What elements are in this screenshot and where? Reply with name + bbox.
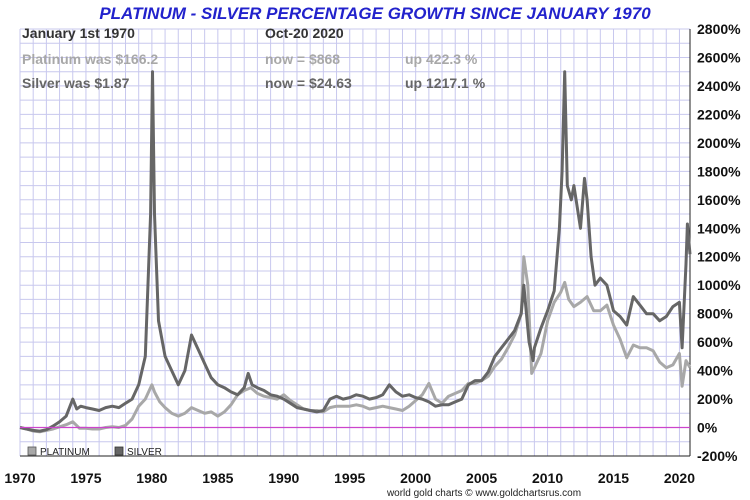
legend-label-platinum: PLATINUM <box>40 447 90 458</box>
legend-label-silver: SILVER <box>127 447 162 458</box>
x-tick-label: 1985 <box>202 470 233 486</box>
y-tick-label: 1200% <box>697 249 741 265</box>
x-tick-label: 2000 <box>400 470 431 486</box>
chart-title: PLATINUM - SILVER PERCENTAGE GROWTH SINC… <box>99 4 651 23</box>
y-tick-label: 800% <box>697 306 733 322</box>
platinum-was-label: Platinum was $166.2 <box>22 51 158 67</box>
credit-text: world gold charts © www.goldchartsrus.co… <box>386 488 581 499</box>
silver-was-label: Silver was $1.87 <box>22 75 130 91</box>
legend: PLATINUM SILVER <box>27 446 162 458</box>
x-tick-label: 1990 <box>268 470 299 486</box>
y-tick-label: 400% <box>697 363 733 379</box>
silver-up-label: up 1217.1 % <box>405 75 486 91</box>
y-tick-label: 1400% <box>697 220 741 236</box>
y-tick-label: 0% <box>697 420 718 436</box>
y-tick-label: -200% <box>697 448 738 464</box>
y-tick-label: 2200% <box>697 106 741 122</box>
x-tick-label: 2005 <box>466 470 497 486</box>
y-tick-label: 200% <box>697 391 733 407</box>
x-tick-label: 1975 <box>70 470 101 486</box>
x-tick-label: 1980 <box>136 470 167 486</box>
series-line-silver <box>19 70 692 433</box>
y-tick-label: 1600% <box>697 192 741 208</box>
x-tick-label: 1970 <box>4 470 35 486</box>
platinum-up-label: up 422.3 % <box>405 51 478 67</box>
silver-now-label: now = $24.63 <box>265 75 352 91</box>
platinum-now-label: now = $868 <box>265 51 340 67</box>
series-layer <box>19 70 692 434</box>
y-tick-label: 2800% <box>697 21 741 37</box>
y-tick-label: 1800% <box>697 163 741 179</box>
x-tick-label: 2020 <box>664 470 695 486</box>
y-axis-tick-labels: 2800% 2600% 2400% 2200% 2000% 1800% 1600% 1400%… <box>697 21 741 464</box>
y-tick-label: 2000% <box>697 135 741 151</box>
y-tick-label: 2400% <box>697 78 741 94</box>
legend-swatch-platinum <box>27 446 37 456</box>
x-tick-label: 2010 <box>532 470 563 486</box>
legend-swatch-silver <box>114 446 124 456</box>
y-tick-label: 1000% <box>697 277 741 293</box>
start-date-label: January 1st 1970 <box>22 25 135 41</box>
x-tick-label: 2015 <box>598 470 629 486</box>
y-tick-label: 600% <box>697 334 733 350</box>
x-axis-tick-labels: 1970 1975 1980 1985 1990 1995 2000 2005 2010 2015… <box>4 470 695 486</box>
series-line-platinum <box>19 255 692 434</box>
y-tick-label: 2600% <box>697 49 741 65</box>
end-date-label: Oct-20 2020 <box>265 25 344 41</box>
x-tick-label: 1995 <box>334 470 365 486</box>
